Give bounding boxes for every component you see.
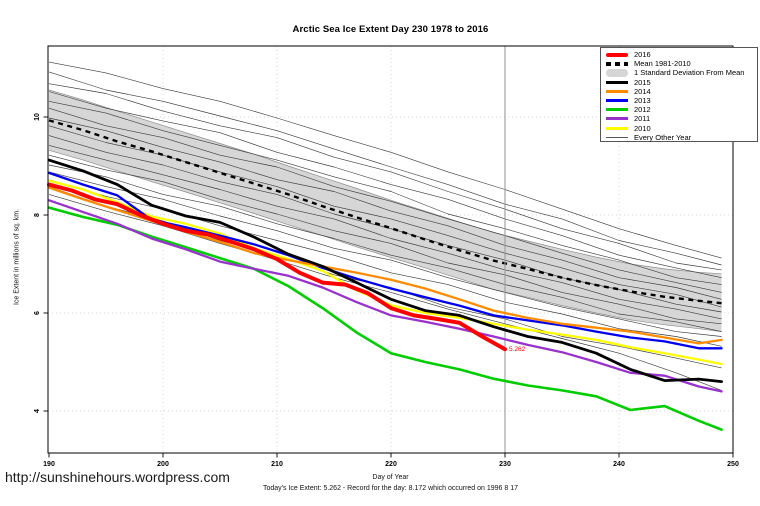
legend-label: 2011 <box>634 114 651 124</box>
y-axis-label: Ice Extent in millions of sq. km. <box>13 208 21 306</box>
legend-label: 2012 <box>634 105 651 115</box>
legend-item: 2012 <box>606 105 757 114</box>
legend-swatch <box>606 52 628 57</box>
series-2015 <box>47 158 723 384</box>
chart-caption: Today's Ice Extent: 5.262 - Record for t… <box>262 485 519 492</box>
current-value-label: 5.262 <box>509 346 526 353</box>
x-axis-label: Day of Year <box>372 474 409 481</box>
legend-item: 2016 <box>606 50 757 59</box>
legend-item: 2013 <box>606 96 757 105</box>
x-tick-label: 210 <box>271 461 283 468</box>
series-2012 <box>47 206 723 431</box>
y-tick-label: 4 <box>34 409 41 413</box>
legend-swatch <box>606 68 628 77</box>
legend-box: 2016 Mean 1981-2010 1 Standard Deviation F… <box>600 47 758 142</box>
legend-label: 2010 <box>634 123 651 133</box>
legend-label: 2014 <box>634 86 651 96</box>
y-tick-label: 6 <box>34 311 41 315</box>
std-deviation-band <box>48 89 722 332</box>
legend-swatch <box>606 89 628 93</box>
legend-item: 2011 <box>606 114 757 123</box>
x-tick-label: 220 <box>385 461 397 468</box>
legend-label: Every Other Year <box>634 132 692 142</box>
site-url-link[interactable]: http://sunshinehours.wordpress.com <box>5 469 230 485</box>
legend-item: 2010 <box>606 124 757 133</box>
series-2011 <box>47 199 723 393</box>
legend-item: 2015 <box>606 78 757 87</box>
legend-item: 2014 <box>606 87 757 96</box>
y-tick-label: 8 <box>34 213 41 217</box>
legend-swatch <box>606 80 628 84</box>
legend-label: Mean 1981-2010 <box>634 59 691 69</box>
legend-swatch <box>606 126 628 130</box>
legend-swatch <box>606 117 628 121</box>
legend-label: 2016 <box>634 50 651 60</box>
x-tick-label: 240 <box>613 461 625 468</box>
legend-swatch <box>606 62 628 66</box>
legend-swatch <box>606 136 628 138</box>
x-tick-label: 200 <box>157 461 169 468</box>
legend-item: Mean 1981-2010 <box>606 59 757 68</box>
legend-label: 1 Standard Deviation From Mean <box>634 68 745 78</box>
axis-ticks: 190 200 210 220 230 240 250 4 6 8 10 <box>34 113 739 468</box>
legend-swatch <box>606 99 628 103</box>
legend-item: Every Other Year <box>606 133 757 142</box>
y-tick-label: 10 <box>34 113 41 121</box>
x-tick-label: 190 <box>43 461 55 468</box>
annotation: 5.262 <box>509 346 526 353</box>
x-tick-label: 230 <box>499 461 511 468</box>
series-2010 <box>47 179 723 366</box>
legend-swatch <box>606 108 628 112</box>
legend-label: 2013 <box>634 96 651 106</box>
plot-border <box>47 45 734 454</box>
x-tick-label: 250 <box>727 461 739 468</box>
year-series <box>47 158 723 431</box>
series-2016 <box>47 182 507 352</box>
legend-label: 2015 <box>634 77 651 87</box>
legend-item: 1 Standard Deviation From Mean <box>606 68 757 77</box>
chart-title: Arctic Sea Ice Extent Day 230 1978 to 20… <box>292 24 489 35</box>
